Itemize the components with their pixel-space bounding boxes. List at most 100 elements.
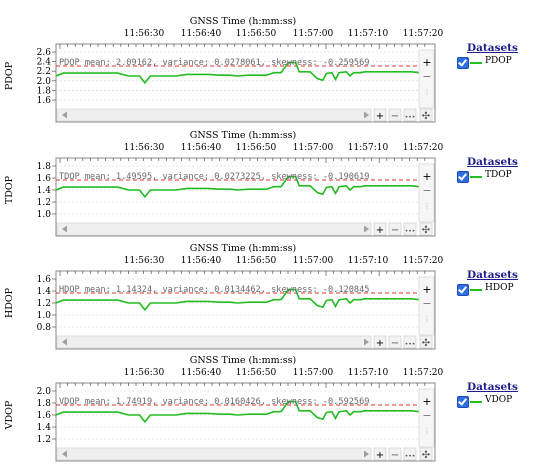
pan-button[interactable]: ✣ [422,450,430,461]
y-zoom-out-button[interactable]: − [422,70,431,83]
scroll-left-icon[interactable] [62,225,67,233]
pan-button-box[interactable] [419,335,433,349]
axis-title: GNSS Time (h:mm:ss) [190,130,297,141]
chart-pdop[interactable]: GNSS Time (h:mm:ss) 11:56:30 11:56:40 11:56… [0,14,455,126]
horizontal-scrollbar[interactable] [56,335,372,349]
zoom-in-button-box[interactable] [373,222,387,236]
horizontal-scrollbar[interactable] [56,222,372,236]
fit-button-box[interactable] [403,108,417,122]
zoom-out-button[interactable]: − [391,338,399,349]
y-zoom-in-button[interactable]: + [422,283,431,296]
scroll-right-icon[interactable] [364,338,369,346]
y-tick-label: 1.6 [37,96,52,106]
vertical-zoom-strip[interactable] [418,163,435,223]
fit-button-box[interactable] [403,222,417,236]
legend-line-swatch [470,62,482,64]
vertical-zoom-strip[interactable] [418,276,435,336]
scroll-left-icon[interactable] [62,338,67,346]
zoom-in-button[interactable]: + [376,338,384,349]
y-tick-label: 2.4 [37,58,52,68]
y-zoom-in-button[interactable]: + [422,56,431,69]
y-tick-label: 1.2 [37,435,51,445]
legend-title: Datasets [467,381,518,393]
y-zoom-grip-icon[interactable]: ⋮ [424,427,431,435]
zoom-out-button[interactable]: − [391,225,399,236]
legend-item-label: VDOP [485,395,513,405]
y-zoom-grip-icon[interactable]: ⋮ [424,315,431,323]
chart-vdop[interactable]: GNSS Time (h:mm:ss) 11:56:30 11:56:40 11:56… [0,353,455,465]
fit-button[interactable]: ••• [405,114,416,121]
legend-checkbox[interactable] [457,284,469,296]
y-tick-label: 1.4 [37,423,52,433]
scroll-left-icon[interactable] [62,111,67,119]
legend-title: Datasets [467,42,518,54]
scroll-right-icon[interactable] [364,225,369,233]
legend-item-pdop[interactable]: PDOP [455,56,545,70]
y-zoom-grip-icon[interactable]: ⋮ [424,202,431,210]
zoom-out-button-box[interactable] [388,335,402,349]
legend-checkbox[interactable] [457,57,469,69]
vertical-zoom-strip[interactable] [418,388,435,448]
pan-button[interactable]: ✣ [422,338,430,349]
x-tick-label: 11:57:20 [403,368,444,378]
fit-button[interactable]: ••• [405,453,416,460]
zoom-out-button-box[interactable] [388,108,402,122]
chart-panel-tdop: GNSS Time (h:mm:ss) 11:56:30 11:56:40 11:56… [0,128,550,240]
legend-line-swatch [470,176,482,178]
zoom-in-button-box[interactable] [373,335,387,349]
zoom-in-button-box[interactable] [373,108,387,122]
zoom-out-button-box[interactable] [388,222,402,236]
horizontal-scrollbar[interactable] [56,447,372,461]
zoom-in-button[interactable]: + [376,450,384,461]
y-zoom-grip-icon[interactable]: ⋮ [424,88,431,96]
y-zoom-out-button[interactable]: − [422,184,431,197]
y-tick-label: 2.6 [37,48,52,58]
pan-button[interactable]: ✣ [422,111,430,122]
y-tick-label: 1.8 [37,86,52,96]
pan-button[interactable]: ✣ [422,225,430,236]
zoom-in-button[interactable]: + [376,225,384,236]
y-zoom-out-button[interactable]: − [422,297,431,310]
y-axis-label: TDOP [4,175,15,204]
x-tick-label: 11:57:00 [293,29,334,39]
y-tick-label: 1.6 [37,174,52,184]
fit-button[interactable]: ••• [405,341,416,348]
pan-button-box[interactable] [419,222,433,236]
y-zoom-in-button[interactable]: + [422,170,431,183]
y-zoom-in-button[interactable]: + [422,395,431,408]
legend-item-hdop[interactable]: HDOP [455,283,545,297]
x-tick-label: 11:57:00 [293,256,334,266]
stats-text: PDOP mean: 2.09162, variance: 0.0278061,… [59,58,369,68]
zoom-in-button[interactable]: + [376,111,384,122]
x-tick-label: 11:57:10 [348,29,389,39]
y-tick-label: 1.0 [37,210,52,220]
chart-panel-pdop: GNSS Time (h:mm:ss) 11:56:30 11:56:40 11:56… [0,14,550,126]
vertical-zoom-strip[interactable] [418,49,435,109]
legend-checkbox[interactable] [457,396,469,408]
scroll-right-icon[interactable] [364,111,369,119]
zoom-out-button[interactable]: − [391,450,399,461]
y-tick-label: 1.6 [37,275,52,285]
x-tick-label: 11:56:40 [181,368,222,378]
zoom-out-button[interactable]: − [391,111,399,122]
horizontal-scrollbar[interactable] [56,108,372,122]
x-tick-label: 11:56:40 [181,143,222,153]
fit-button-box[interactable] [403,335,417,349]
pan-button-box[interactable] [419,108,433,122]
chart-hdop[interactable]: GNSS Time (h:mm:ss) 11:56:30 11:56:40 11:56… [0,241,455,353]
legend-item-tdop[interactable]: TDOP [455,170,545,184]
y-axis-label: PDOP [4,61,15,90]
chart-tdop[interactable]: GNSS Time (h:mm:ss) 11:56:30 11:56:40 11:56… [0,128,455,240]
y-axis-label: VDOP [4,400,15,430]
x-tick-label: 11:57:00 [293,143,334,153]
y-zoom-out-button[interactable]: − [422,409,431,422]
series-line [55,175,420,199]
fit-button[interactable]: ••• [405,228,416,235]
legend-item-vdop[interactable]: VDOP [455,395,545,409]
y-tick-label: 1.2 [37,198,51,208]
x-tick-label: 11:57:20 [403,256,444,266]
x-tick-label: 11:57:20 [403,143,444,153]
legend-checkbox[interactable] [457,171,469,183]
x-tick-label: 11:57:10 [348,256,389,266]
chart-panel-vdop: GNSS Time (h:mm:ss) 11:56:30 11:56:40 11:56… [0,353,550,465]
